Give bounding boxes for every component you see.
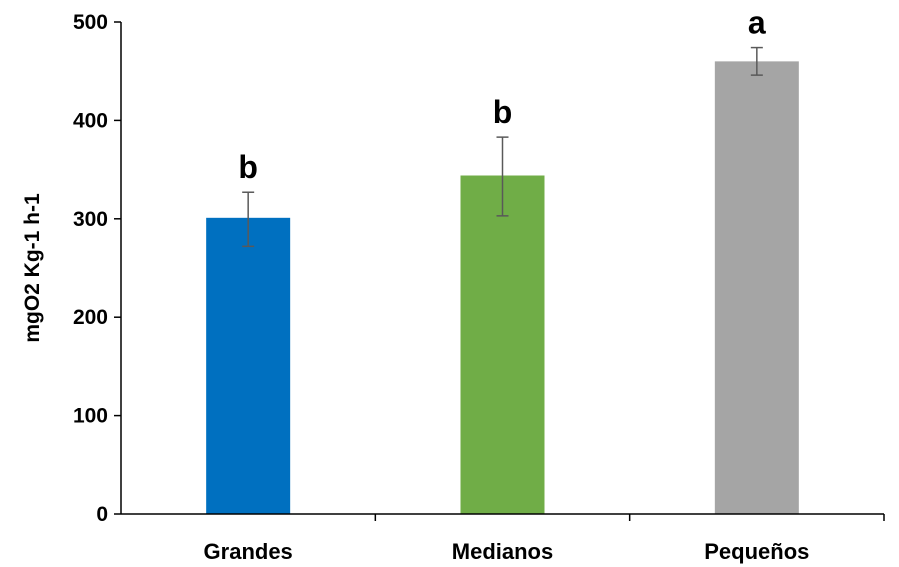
category-label: Medianos [452, 539, 553, 564]
category-label: Pequeños [704, 539, 809, 564]
y-tick-label: 500 [73, 11, 108, 34]
bar-grandes [206, 218, 290, 514]
y-tick-label: 300 [73, 208, 108, 231]
y-axis-ticks: 0 100 200 300 400 500 [73, 11, 121, 526]
y-axis-title: mgO2 Kg-1 h-1 [21, 193, 44, 343]
significance-label: b [238, 149, 258, 185]
error-bars [242, 48, 763, 247]
y-tick-label: 200 [73, 306, 108, 329]
x-axis-labels: Grandes Medianos Pequeños [204, 514, 884, 564]
category-label: Grandes [204, 539, 293, 564]
y-tick-label: 100 [73, 405, 108, 428]
y-tick-label: 400 [73, 109, 108, 132]
significance-label: a [748, 5, 766, 41]
bar-pequeños [715, 61, 799, 514]
y-tick-label: 0 [96, 503, 108, 526]
significance-label: b [493, 94, 513, 130]
bar-medianos [461, 176, 545, 514]
